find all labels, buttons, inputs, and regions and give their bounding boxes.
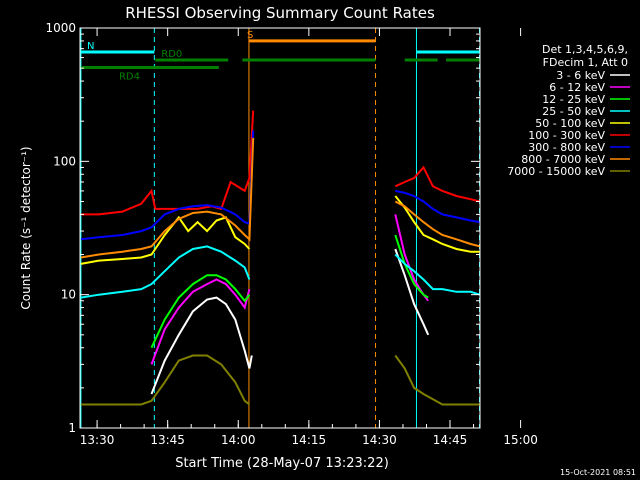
y-axis-label: Count Rate (s⁻¹ detector⁻¹) xyxy=(19,146,33,309)
y-tick-label-1: 10 xyxy=(61,288,76,302)
legend: Det 1,3,4,5,6,9, FDecim 1, Att 0 3 - 6 k… xyxy=(507,43,630,178)
flag-s-label: S xyxy=(247,30,253,41)
x-tick-label-4: 14:30 xyxy=(362,433,397,447)
legend-header-line-2: FDecim 1, Att 0 xyxy=(543,56,628,69)
x-tick-label-2: 14:00 xyxy=(221,433,256,447)
series-2-trace-1 xyxy=(394,234,429,299)
x-tick-label-5: 14:45 xyxy=(433,433,468,447)
x-tick-label-6: 15:00 xyxy=(503,433,538,447)
plot-frame xyxy=(79,27,481,429)
plot-area: N S RD0 RD4 1 10 100 1000 13:30 13:45 14:00 14:15 14… xyxy=(45,21,537,447)
series-7-trace-1 xyxy=(394,200,481,248)
series-3-trace-1 xyxy=(394,253,481,296)
x-axis-label: Start Time (28-May-07 13:23:22) xyxy=(175,456,389,471)
series-4-trace-0 xyxy=(80,215,251,265)
series-0-trace-1 xyxy=(394,248,430,336)
legend-label-1: 6 - 12 keV xyxy=(549,81,605,94)
series-0-trace-0 xyxy=(150,296,253,395)
x-tick-label-0: 13:30 xyxy=(80,433,115,447)
flag-n-label: N xyxy=(87,41,94,52)
series-1-trace-0 xyxy=(150,278,251,365)
legend-label-6: 300 - 800 keV xyxy=(528,141,605,154)
x-tick-label-3: 14:15 xyxy=(292,433,327,447)
legend-label-5: 100 - 300 keV xyxy=(528,129,605,142)
legend-label-7: 800 - 7000 keV xyxy=(521,153,605,166)
legend-label-0: 3 - 6 keV xyxy=(556,69,605,82)
series-5-trace-0 xyxy=(80,110,255,216)
series-5-trace-1 xyxy=(394,165,481,203)
y-tick-label-0: 1 xyxy=(68,421,76,435)
series-7-trace-0 xyxy=(80,137,255,259)
series-8-trace-0 xyxy=(80,354,251,406)
series-4-trace-1 xyxy=(394,195,480,253)
y-tick-label-3: 1000 xyxy=(45,21,76,35)
flag-rd0-label: RD0 xyxy=(161,49,182,60)
chart-title: RHESSI Observing Summary Count Rates xyxy=(125,4,435,22)
legend-label-3: 25 - 50 keV xyxy=(542,105,605,118)
y-tick-label-2: 100 xyxy=(53,154,76,168)
series-1-trace-1 xyxy=(394,214,429,302)
series-6-trace-1 xyxy=(395,189,481,224)
x-tick-label-1: 13:45 xyxy=(150,433,185,447)
series-3-trace-0 xyxy=(80,245,251,299)
legend-label-4: 50 - 100 keV xyxy=(535,117,605,130)
legend-label-2: 12 - 25 keV xyxy=(542,93,605,106)
series-2-trace-0 xyxy=(150,274,251,349)
timestamp: 15-Oct-2021 08:51 xyxy=(560,468,636,477)
legend-label-8: 7000 - 15000 keV xyxy=(507,165,605,178)
series-8-trace-1 xyxy=(394,354,480,406)
legend-header-line-1: Det 1,3,4,5,6,9, xyxy=(542,43,628,56)
series-6-trace-0 xyxy=(80,130,255,241)
flag-rd4-label: RD4 xyxy=(119,72,140,83)
